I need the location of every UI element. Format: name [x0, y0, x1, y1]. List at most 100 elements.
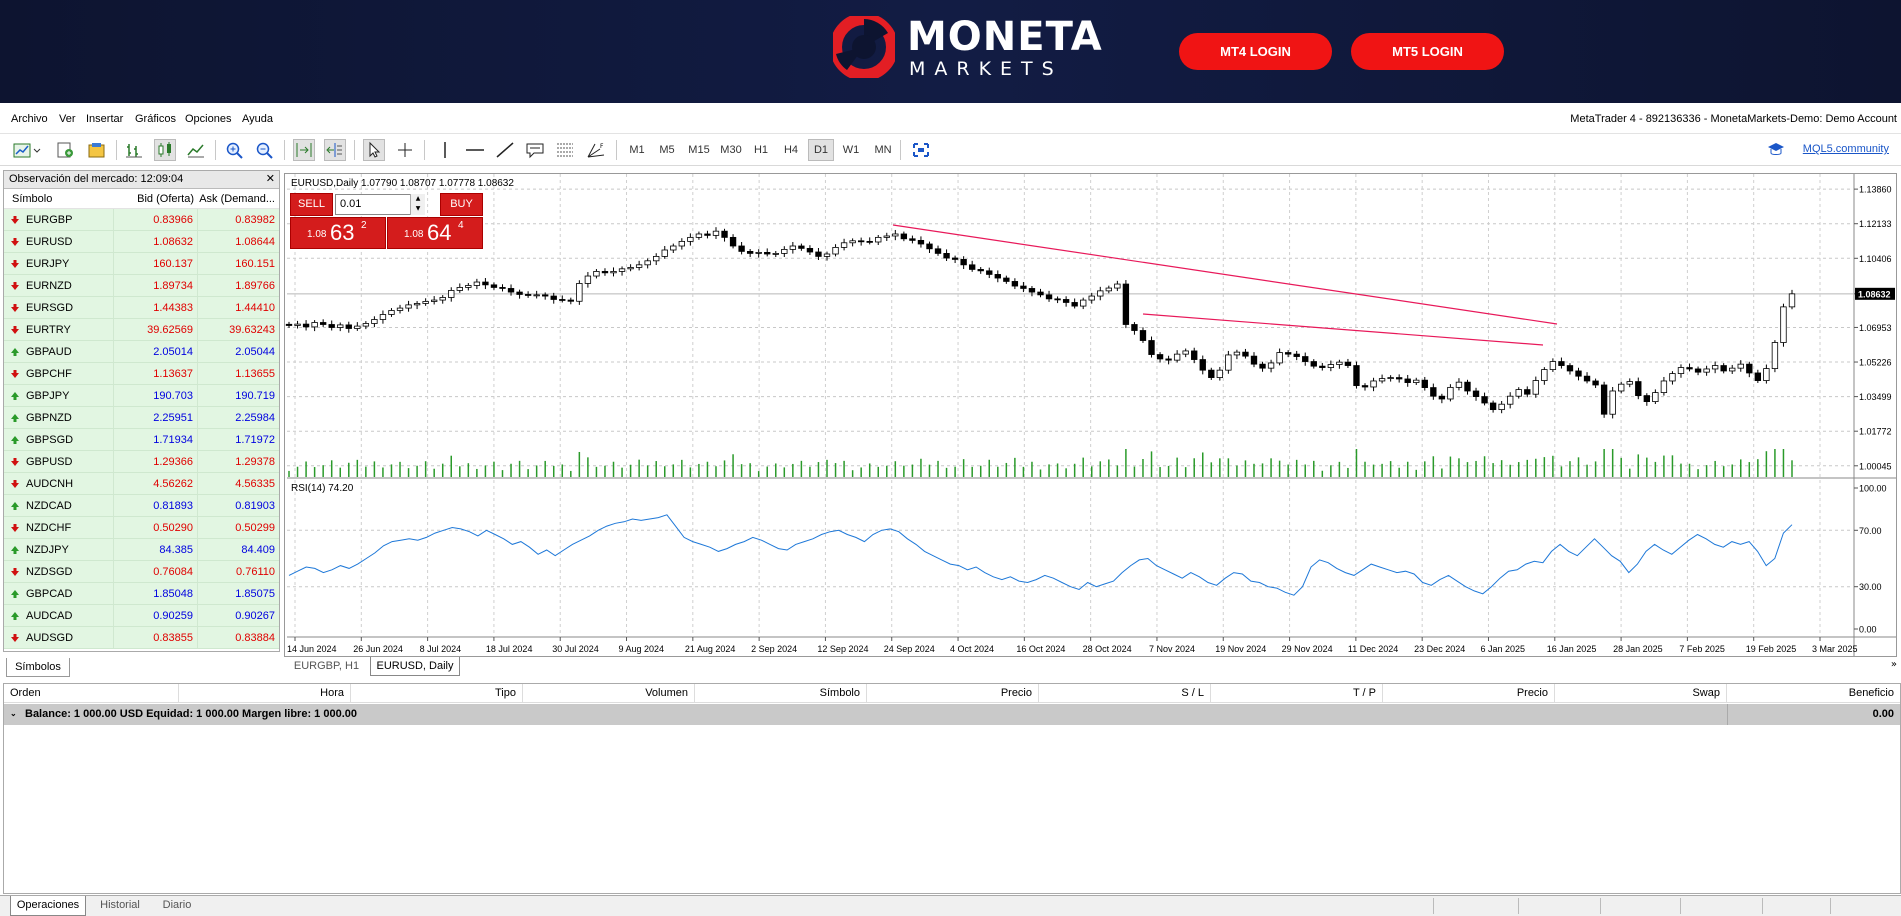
candle [1216, 369, 1224, 378]
menu-graficos[interactable]: Gráficos [135, 113, 176, 125]
buy-price-button[interactable]: 1.08 64 4 [387, 217, 483, 249]
autoscroll-icon[interactable] [324, 139, 346, 161]
symbol-cell: AUDCAD [4, 605, 114, 626]
lot-stepper[interactable]: ▲ ▼ [410, 194, 425, 215]
chart-window[interactable]: 1.13860 1.12133 1.10406 1.08632 1.06953 1.052… [284, 173, 1897, 657]
list-item[interactable]: GBPJPY 190.703 190.719 [4, 385, 279, 407]
sell-button[interactable]: SELL [290, 193, 333, 216]
tf-w1[interactable]: W1 [842, 144, 860, 156]
list-item[interactable]: EURGBP 0.83966 0.83982 [4, 209, 279, 231]
balance-row[interactable]: ⌄ Balance: 1 000.00 USD Equidad: 1 000.0… [4, 704, 1900, 725]
list-item[interactable]: AUDCNH 4.56262 4.56335 [4, 473, 279, 495]
profiles-icon[interactable] [54, 139, 76, 161]
zoom-in-icon[interactable] [224, 139, 246, 161]
col-beneficio[interactable]: Beneficio [1848, 687, 1894, 699]
candle [1524, 389, 1531, 395]
col-precio-actual[interactable]: Precio [1383, 684, 1555, 703]
mql5-community-link[interactable]: MQL5.community [1802, 143, 1889, 155]
new-chart-icon[interactable] [10, 139, 44, 161]
list-item[interactable]: GBPCAD 1.85048 1.85075 [4, 583, 279, 605]
date-label: 12 Sep 2024 [817, 644, 868, 654]
gann-icon[interactable]: F [586, 139, 608, 161]
cursor-icon[interactable] [363, 139, 385, 161]
vertical-line-icon[interactable] [434, 139, 456, 161]
mt4-login-button[interactable]: MT4 LOGIN [1179, 33, 1332, 70]
buy-button[interactable]: BUY [440, 193, 483, 216]
sell-price-button[interactable]: 1.08 63 2 [290, 217, 386, 249]
trendline-icon[interactable] [494, 139, 516, 161]
symbol-name: GBPCHF [26, 367, 72, 380]
chart-shift-icon[interactable] [293, 139, 315, 161]
collapse-icon[interactable]: ⌄ [10, 709, 17, 718]
symbol-cell: EURTRY [4, 319, 114, 340]
list-item[interactable]: EURSGD 1.44383 1.44410 [4, 297, 279, 319]
menu-ayuda[interactable]: Ayuda [242, 113, 273, 125]
col-volumen[interactable]: Volumen [523, 684, 695, 703]
tab-operaciones[interactable]: Operaciones [10, 896, 86, 916]
list-item[interactable]: GBPCHF 1.13637 1.13655 [4, 363, 279, 385]
col-precio[interactable]: Precio [867, 684, 1039, 703]
tf-d1[interactable]: D1 [808, 139, 834, 161]
list-item[interactable]: NZDCHF 0.50290 0.50299 [4, 517, 279, 539]
list-item[interactable]: EURNZD 1.89734 1.89766 [4, 275, 279, 297]
tf-h4[interactable]: H4 [783, 144, 799, 156]
candle [1489, 402, 1497, 411]
line-chart-icon[interactable] [185, 139, 207, 161]
col-tipo[interactable]: Tipo [351, 684, 523, 703]
menu-ver[interactable]: Ver [59, 113, 76, 125]
list-item[interactable]: AUDCAD 0.90259 0.90267 [4, 605, 279, 627]
tf-m1[interactable]: M1 [629, 144, 645, 156]
new-order-icon[interactable] [86, 139, 108, 161]
lot-size-input[interactable]: 0.01 [335, 194, 425, 215]
bar-chart-icon[interactable] [123, 139, 145, 161]
tf-m15[interactable]: M15 [688, 144, 710, 156]
list-item[interactable]: AUDSGD 0.83855 0.83884 [4, 627, 279, 649]
ask-cell: 4.56335 [235, 478, 275, 490]
chart-tab-eurusd[interactable]: EURUSD, Daily [370, 657, 460, 676]
close-icon[interactable]: ✕ [265, 173, 275, 185]
list-item[interactable]: NZDSGD 0.76084 0.76110 [4, 561, 279, 583]
chart-tab-eurgbp[interactable]: EURGBP, H1 [293, 660, 360, 672]
date-label: 18 Jul 2024 [486, 644, 533, 654]
col-tp[interactable]: T / P [1211, 684, 1383, 703]
horizontal-line-icon[interactable] [464, 139, 486, 161]
chart-tabs-more-icon[interactable]: » [1890, 659, 1897, 670]
tf-h1[interactable]: H1 [753, 144, 769, 156]
col-bid[interactable]: Bid (Oferta) [137, 193, 194, 205]
templates-icon[interactable] [910, 139, 932, 161]
col-sl[interactable]: S / L [1039, 684, 1211, 703]
candlestick-icon[interactable] [154, 139, 176, 161]
list-item[interactable]: GBPNZD 2.25951 2.25984 [4, 407, 279, 429]
list-item[interactable]: EURUSD 1.08632 1.08644 [4, 231, 279, 253]
date-label: 9 Aug 2024 [619, 644, 665, 654]
tab-historial[interactable]: Historial [100, 899, 140, 911]
list-item[interactable]: GBPSGD 1.71934 1.71972 [4, 429, 279, 451]
crosshair-icon[interactable] [394, 139, 416, 161]
price-chart[interactable]: 1.138601.121331.104061.086321.069531.052… [285, 174, 1896, 656]
col-simbolo[interactable]: Símbolo [695, 684, 867, 703]
tf-mn[interactable]: MN [874, 144, 892, 156]
tf-m30[interactable]: M30 [720, 144, 742, 156]
col-swap[interactable]: Swap [1555, 684, 1727, 703]
tab-simbolos[interactable]: Símbolos [6, 658, 70, 677]
list-item[interactable]: GBPAUD 2.05014 2.05044 [4, 341, 279, 363]
fibonacci-icon[interactable] [554, 139, 576, 161]
tf-m5[interactable]: M5 [659, 144, 675, 156]
list-item[interactable]: NZDJPY 84.385 84.409 [4, 539, 279, 561]
zoom-out-icon[interactable] [254, 139, 276, 161]
col-symbol[interactable]: Símbolo [12, 193, 53, 205]
text-icon[interactable] [524, 139, 546, 161]
menu-archivo[interactable]: Archivo [11, 113, 48, 125]
col-orden[interactable]: Orden [4, 684, 179, 703]
menu-opciones[interactable]: Opciones [185, 113, 232, 125]
list-item[interactable]: NZDCAD 0.81893 0.81903 [4, 495, 279, 517]
menu-insertar[interactable]: Insertar [86, 113, 124, 125]
col-hora[interactable]: Hora [179, 684, 351, 703]
candle [764, 252, 771, 255]
col-ask[interactable]: Ask (Demand... [199, 193, 275, 205]
list-item[interactable]: GBPUSD 1.29366 1.29378 [4, 451, 279, 473]
mt5-login-button[interactable]: MT5 LOGIN [1351, 33, 1504, 70]
list-item[interactable]: EURJPY 160.137 160.151 [4, 253, 279, 275]
list-item[interactable]: EURTRY 39.62569 39.63243 [4, 319, 279, 341]
tab-diario[interactable]: Diario [162, 899, 192, 911]
